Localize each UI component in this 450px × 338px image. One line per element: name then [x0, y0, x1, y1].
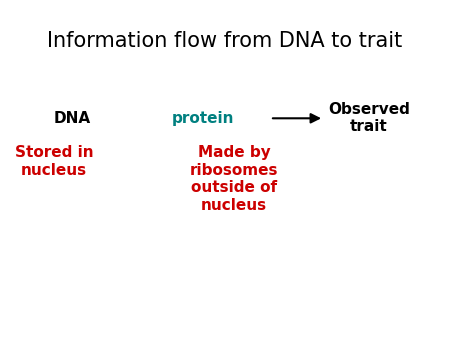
Text: Stored in
nucleus: Stored in nucleus [15, 145, 93, 178]
Text: DNA: DNA [54, 111, 91, 126]
Text: Observed
trait: Observed trait [328, 102, 410, 135]
Text: protein: protein [171, 111, 234, 126]
Text: Made by
ribosomes
outside of
nucleus: Made by ribosomes outside of nucleus [190, 145, 278, 213]
Text: Information flow from DNA to trait: Information flow from DNA to trait [47, 30, 403, 51]
